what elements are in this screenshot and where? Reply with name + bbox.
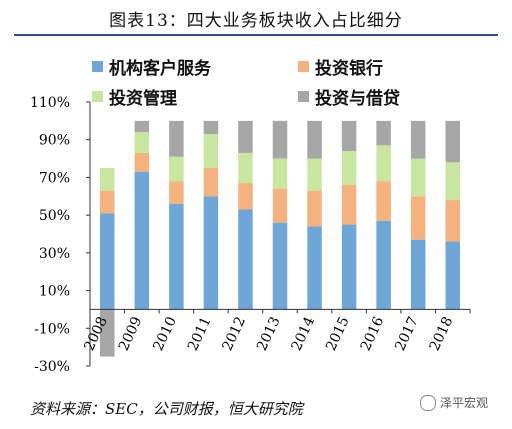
bar-segment [445, 162, 460, 201]
x-tick-label: 2009 [116, 314, 146, 353]
bar-segment [272, 222, 288, 310]
bar-segment [376, 120, 391, 146]
bar-segment [203, 196, 219, 310]
legend-label: 投资管理 [109, 89, 177, 109]
bar-segment [341, 151, 357, 185]
legend-item-institutional: 机构客户服务 [92, 54, 211, 79]
bar-segment [100, 309, 115, 357]
legend-label: 投资与借贷 [315, 89, 400, 109]
bar-segment [445, 120, 460, 163]
legend-label: 投资银行 [315, 59, 383, 79]
x-tick-label: 2012 [220, 314, 250, 353]
bar-segment [169, 156, 184, 182]
bar-segment [410, 120, 426, 159]
x-tick-label: 2010 [150, 314, 180, 353]
bar-segment [238, 152, 253, 184]
y-tick-label: 50% [39, 208, 70, 224]
y-tick-label: 70% [39, 170, 70, 186]
x-tick-label: 2015 [323, 314, 353, 353]
y-tick-label: -10% [34, 321, 70, 337]
bar-segment [445, 200, 460, 242]
bar-segment [376, 145, 391, 182]
bar-segment [376, 181, 391, 221]
bar-segment [134, 152, 150, 172]
legend-item-il: 投资与借贷 [298, 84, 400, 109]
legend: 机构客户服务 投资银行 投资管理 投资与借贷 [80, 50, 500, 110]
x-tick-label: 2018 [427, 314, 457, 353]
bar-segment [100, 213, 115, 310]
x-tick-label: 2014 [289, 314, 319, 353]
bar-segment [307, 158, 322, 191]
wechat-icon [420, 394, 436, 411]
y-tick-label: 30% [39, 246, 70, 262]
source-note: 资料来源：SEC，公司财报，恒大研究院 [30, 400, 303, 418]
legend-item-ib: 投资银行 [298, 54, 383, 79]
y-tick-label: 110% [30, 95, 70, 111]
y-tick-label: 10% [39, 284, 70, 300]
bar-segment [410, 239, 426, 310]
legend-swatch [92, 91, 103, 102]
bar-segment [341, 184, 357, 225]
bar-segment [134, 132, 150, 153]
legend-swatch [92, 61, 103, 72]
title-rule [14, 34, 498, 36]
bar-segment [307, 190, 322, 227]
bar-segment [238, 209, 253, 310]
bar-segment [203, 168, 219, 197]
legend-swatch [298, 61, 309, 72]
bar-segment [100, 168, 115, 191]
bar-segment [238, 120, 253, 153]
bar-segment [307, 120, 322, 159]
y-tick-label: 90% [39, 133, 70, 149]
watermark: 泽平宏观 [420, 394, 488, 411]
watermark-text: 泽平宏观 [440, 396, 489, 410]
legend-item-im: 投资管理 [92, 84, 177, 109]
bar-segment [376, 220, 391, 310]
bar-segment [169, 203, 184, 310]
bar-segment [410, 196, 426, 240]
bar-segment [272, 120, 288, 159]
y-tick-label: -30% [34, 359, 70, 375]
x-tick-label: 2017 [392, 314, 422, 353]
bar-segment [307, 226, 322, 310]
bar-segment [341, 224, 357, 310]
bar-segment [272, 158, 288, 189]
bar-segment [134, 171, 150, 310]
chart-title: 图表13：四大业务板块收入占比细分 [109, 11, 403, 31]
bar-segment [341, 120, 357, 152]
bar-segment [203, 120, 219, 135]
bar-segment [169, 181, 184, 204]
x-tick-label: 2011 [185, 314, 215, 353]
bar-segment [272, 188, 288, 223]
bar-segment [238, 183, 253, 210]
bar-segment [203, 134, 219, 168]
legend-swatch [298, 91, 309, 102]
stacked-bar-chart: 110%90%70%50%30%10%-10%-30%2008 2009 2010 2… [30, 95, 471, 375]
title-bar: 图表13：四大业务板块收入占比细分 [0, 0, 512, 32]
bar-segment [134, 120, 150, 133]
legend-label: 机构客户服务 [109, 59, 211, 79]
x-tick-label: 2016 [358, 314, 388, 353]
bar-segment [445, 241, 460, 310]
bar-segment [169, 120, 184, 157]
bar-segment [100, 190, 115, 214]
bar-segment [410, 158, 426, 197]
x-tick-label: 2013 [254, 314, 284, 353]
